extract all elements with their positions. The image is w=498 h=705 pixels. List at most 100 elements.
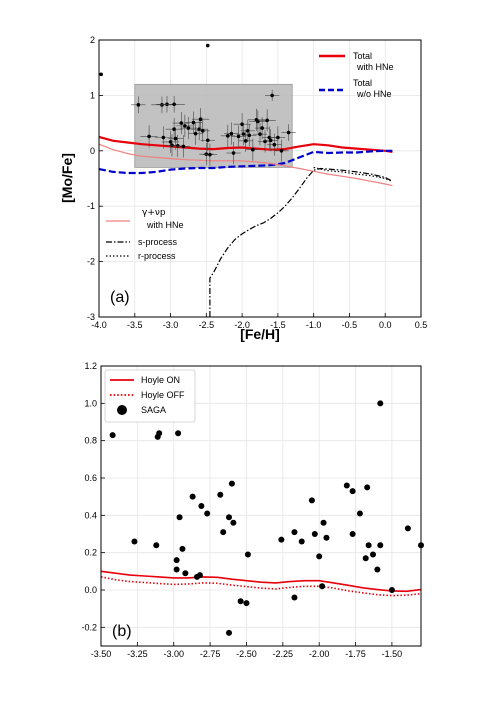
data-point-marker	[189, 493, 196, 500]
data-point-marker	[168, 140, 173, 144]
data-point-marker	[226, 514, 232, 521]
data-point	[217, 491, 224, 498]
panel-a-xlabel: [Fe/H]	[240, 326, 280, 342]
data-point-marker	[343, 482, 350, 489]
data-point	[237, 598, 244, 605]
data-point-marker	[230, 519, 237, 526]
data-point-marker	[258, 132, 262, 136]
data-point-marker	[377, 400, 384, 407]
panel-b-data-points	[109, 400, 424, 636]
data-point	[242, 124, 257, 147]
x-tick-label: -2.50	[236, 649, 257, 659]
data-point	[172, 112, 190, 135]
panel-b-frame	[100, 365, 422, 647]
data-point-marker	[156, 430, 163, 437]
y-tick-label: 1.0	[84, 398, 97, 408]
legend-gamma-label-1: γ+νp	[142, 208, 166, 218]
data-point-marker	[181, 144, 186, 149]
series-line-total-nohne	[98, 149, 393, 175]
y-tick-label: 0.2	[84, 548, 97, 558]
series-line-gamma-nup	[98, 143, 393, 187]
data-point	[263, 129, 278, 152]
data-point-marker	[237, 598, 244, 605]
data-point-marker	[147, 134, 151, 139]
y-tick-label: 1	[90, 90, 95, 100]
data-point	[151, 96, 173, 114]
panel-b-legend: Hoyle ON Hoyle OFF SAGA	[104, 369, 196, 423]
data-point	[291, 594, 298, 601]
data-point	[173, 557, 180, 564]
data-point-marker	[349, 488, 356, 495]
data-point-marker	[272, 142, 277, 147]
data-point	[173, 566, 180, 573]
panel-b-panel-label: (b)	[112, 623, 132, 640]
x-tick-label: -1.5	[270, 320, 286, 330]
data-point-marker	[243, 139, 248, 143]
data-point-marker	[365, 542, 372, 549]
x-tick-label: -2.5	[199, 320, 215, 330]
data-point	[349, 488, 356, 495]
data-point	[291, 529, 298, 536]
data-point	[189, 493, 196, 500]
x-tick-label: -3.0	[163, 320, 179, 330]
y-tick-label: -1	[87, 201, 95, 211]
x-tick-label: -2.0	[234, 320, 250, 330]
data-point	[220, 124, 235, 147]
data-point-marker	[172, 127, 176, 131]
data-point-marker	[172, 102, 176, 107]
data-point-marker	[374, 566, 381, 573]
y-tick-label: 1.2	[84, 361, 97, 371]
series-line-r-process	[313, 166, 393, 182]
data-point-marker	[388, 587, 395, 593]
data-point-marker	[173, 566, 180, 573]
data-point-marker	[175, 144, 180, 148]
data-point-marker	[260, 126, 264, 130]
data-point	[319, 583, 326, 590]
data-point-marker	[276, 135, 280, 140]
data-point	[109, 432, 116, 439]
x-tick-label: -2.25	[273, 649, 294, 659]
data-point-marker	[265, 118, 269, 123]
y-tick-label: 0.0	[84, 585, 97, 595]
data-point-marker	[362, 555, 369, 562]
data-point	[182, 570, 189, 577]
data-point	[140, 125, 158, 148]
data-point	[230, 519, 237, 526]
data-point	[153, 542, 160, 549]
data-point	[404, 525, 411, 532]
data-point	[131, 538, 138, 545]
data-point-marker	[183, 124, 187, 128]
data-point-marker	[323, 534, 330, 541]
data-point	[179, 545, 186, 552]
x-tick-label: -0.5	[342, 320, 358, 330]
x-tick-label: -4.0	[91, 320, 107, 330]
data-point	[165, 118, 183, 141]
legend-total-nohne-label-2: w/o HNe	[356, 89, 392, 99]
data-point-marker	[220, 529, 227, 536]
data-point	[176, 514, 183, 521]
data-point-marker	[175, 430, 182, 437]
legend-saga-label: SAGA	[141, 405, 166, 415]
data-point	[238, 129, 253, 152]
data-point-marker	[286, 130, 291, 135]
data-point-marker	[246, 129, 250, 133]
data-point	[188, 122, 203, 145]
data-point-marker	[404, 525, 411, 532]
data-point	[356, 510, 363, 517]
data-point	[364, 484, 371, 491]
data-point	[176, 114, 194, 137]
legend-s-process-label: s-process	[138, 237, 178, 247]
data-point	[200, 129, 215, 152]
x-tick-label: -3.25	[127, 649, 148, 659]
data-point-marker	[356, 510, 363, 517]
data-point-marker	[198, 503, 205, 509]
data-point	[377, 400, 384, 407]
data-point-marker	[311, 531, 318, 537]
data-point	[320, 519, 327, 526]
x-tick-label: -3.50	[91, 649, 112, 659]
data-point-marker	[377, 542, 384, 549]
data-point-marker	[99, 72, 103, 77]
data-point	[298, 538, 305, 545]
data-point-marker	[279, 149, 284, 153]
